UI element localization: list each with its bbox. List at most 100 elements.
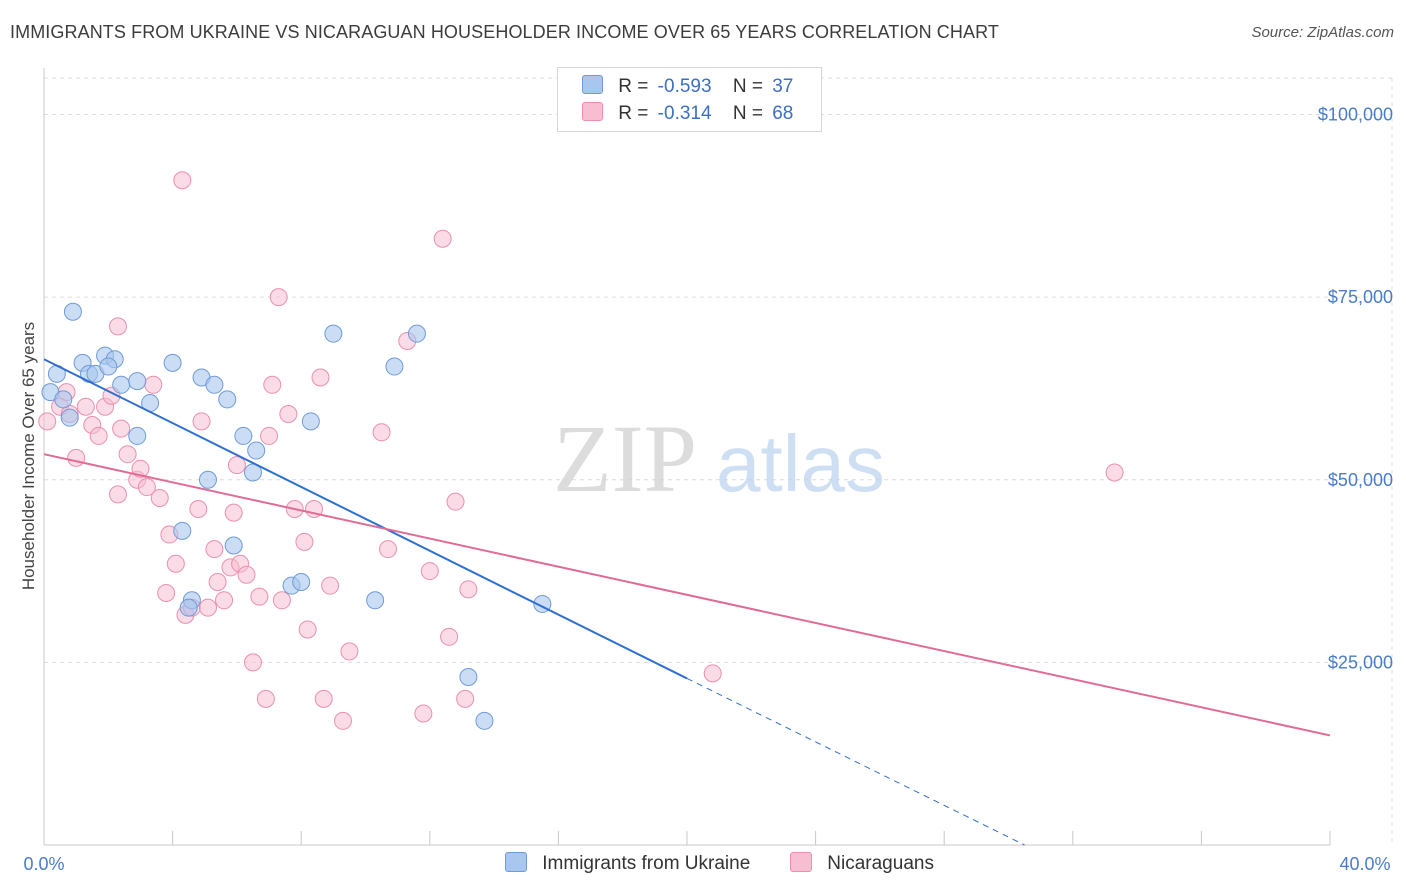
ukraine-point xyxy=(99,357,118,376)
ukraine-point xyxy=(459,667,478,686)
ukraine-point xyxy=(234,426,253,445)
ukraine-trend-line xyxy=(43,358,688,680)
nicaragua-point xyxy=(237,565,256,584)
nicaragua-point xyxy=(295,532,314,551)
ukraine-point xyxy=(179,598,198,617)
nicaragua-point xyxy=(250,587,269,606)
nicaragua-point xyxy=(414,704,433,723)
ukraine-point xyxy=(301,412,320,431)
nicaragua-point xyxy=(173,171,192,190)
correlation-legend: R = -0.593 N = 37 R = -0.314 N = 68 xyxy=(557,67,822,132)
nicaragua-point xyxy=(1105,463,1124,482)
nicaragua-point xyxy=(456,689,475,708)
legend-row-nicaragua: R = -0.314 N = 68 xyxy=(582,102,793,126)
tick-labels: $25,000 $50,000 $75,000 $100,000 0.0% 40.0% xyxy=(23,105,1393,874)
nicaragua-point xyxy=(298,620,317,639)
nicaragua-point xyxy=(440,627,459,646)
axes xyxy=(43,68,1331,846)
series-swatch-nicaragua xyxy=(790,852,812,872)
series-swatch-ukraine xyxy=(505,852,527,872)
nicaragua-point xyxy=(379,540,398,559)
ukraine-point xyxy=(292,573,311,592)
ukraine-point xyxy=(112,375,131,394)
nicaragua-point xyxy=(433,229,452,248)
nicaragua-point xyxy=(192,412,211,431)
ukraine-point xyxy=(385,357,404,376)
ukraine-point xyxy=(205,375,224,394)
y-tick-label: $75,000 xyxy=(1328,287,1393,307)
ukraine-point xyxy=(224,536,243,555)
nicaragua-point xyxy=(321,576,340,595)
watermark: ZIP atlas xyxy=(553,405,885,512)
nicaragua-point xyxy=(76,397,95,416)
nicaragua-point xyxy=(256,689,275,708)
trend-lines xyxy=(43,358,1331,846)
nicaragua-point xyxy=(263,375,282,394)
nicaragua-point xyxy=(89,426,108,445)
legend-r-value: -0.593 xyxy=(657,76,712,97)
y-axis-label: Householder Income Over 65 years xyxy=(19,322,38,590)
ukraine-point xyxy=(475,711,494,730)
ukraine-trend-extension xyxy=(686,678,1025,846)
ukraine-point xyxy=(173,521,192,540)
watermark-zip: ZIP xyxy=(553,405,697,512)
nicaragua-point xyxy=(272,591,291,610)
nicaragua-point xyxy=(314,689,333,708)
ukraine-point xyxy=(198,470,217,489)
legend-n-label: N = xyxy=(732,76,763,97)
legend-row-ukraine: R = -0.593 N = 37 xyxy=(582,75,793,99)
watermark-atlas: atlas xyxy=(716,419,885,508)
legend-n-value: 68 xyxy=(772,103,794,124)
nicaragua-point xyxy=(260,426,279,445)
legend-r-label: R = xyxy=(618,76,649,97)
nicaragua-point xyxy=(144,375,163,394)
legend-swatch-nicaragua xyxy=(582,102,603,121)
y-tick-label: $50,000 xyxy=(1328,470,1393,490)
series-legend-ukraine: Immigrants from Ukraine xyxy=(505,852,750,875)
nicaragua-point xyxy=(112,419,131,438)
nicaragua-point xyxy=(446,492,465,511)
nicaragua-point xyxy=(67,448,86,467)
chart-title: IMMIGRANTS FROM UKRAINE VS NICARAGUAN HO… xyxy=(10,22,999,42)
nicaragua-point xyxy=(38,412,57,431)
series-name-nicaragua: Nicaraguans xyxy=(827,853,934,874)
nicaragua-point xyxy=(372,423,391,442)
legend-n-value: 37 xyxy=(772,76,794,97)
nicaragua-point xyxy=(131,459,150,478)
ukraine-point xyxy=(60,408,79,427)
ukraine-point xyxy=(128,426,147,445)
nicaragua-point xyxy=(205,540,224,559)
nicaragua-point xyxy=(198,598,217,617)
x-tick-label: 40.0% xyxy=(1339,854,1390,874)
nicaragua-point xyxy=(118,445,137,464)
ukraine-point xyxy=(54,390,73,409)
series-name-ukraine: Immigrants from Ukraine xyxy=(542,853,751,874)
nicaragua-point xyxy=(269,288,288,307)
legend-r-label: R = xyxy=(618,103,649,124)
ukraine-points xyxy=(41,302,552,730)
y-tick-label: $100,000 xyxy=(1318,105,1393,125)
nicaragua-point xyxy=(340,642,359,661)
legend-n-label: N = xyxy=(732,103,763,124)
nicaragua-point xyxy=(108,485,127,504)
nicaragua-point xyxy=(224,503,243,522)
ukraine-point xyxy=(366,591,385,610)
y-tick-label: $25,000 xyxy=(1328,652,1393,672)
ukraine-point xyxy=(324,324,343,343)
nicaragua-point xyxy=(420,562,439,581)
ukraine-point xyxy=(218,390,237,409)
nicaragua-point xyxy=(333,711,352,730)
nicaragua-point xyxy=(243,653,262,672)
nicaragua-point xyxy=(208,573,227,592)
ukraine-point xyxy=(407,324,426,343)
legend-swatch-ukraine xyxy=(582,75,603,94)
nicaragua-point xyxy=(215,591,234,610)
nicaragua-point xyxy=(189,499,208,518)
x-tick-label: 0.0% xyxy=(23,854,64,874)
nicaragua-point xyxy=(137,478,156,497)
series-legend-nicaragua: Nicaraguans xyxy=(790,852,934,875)
nicaragua-point xyxy=(227,456,246,475)
nicaragua-point xyxy=(166,554,185,573)
ukraine-point xyxy=(128,372,147,391)
